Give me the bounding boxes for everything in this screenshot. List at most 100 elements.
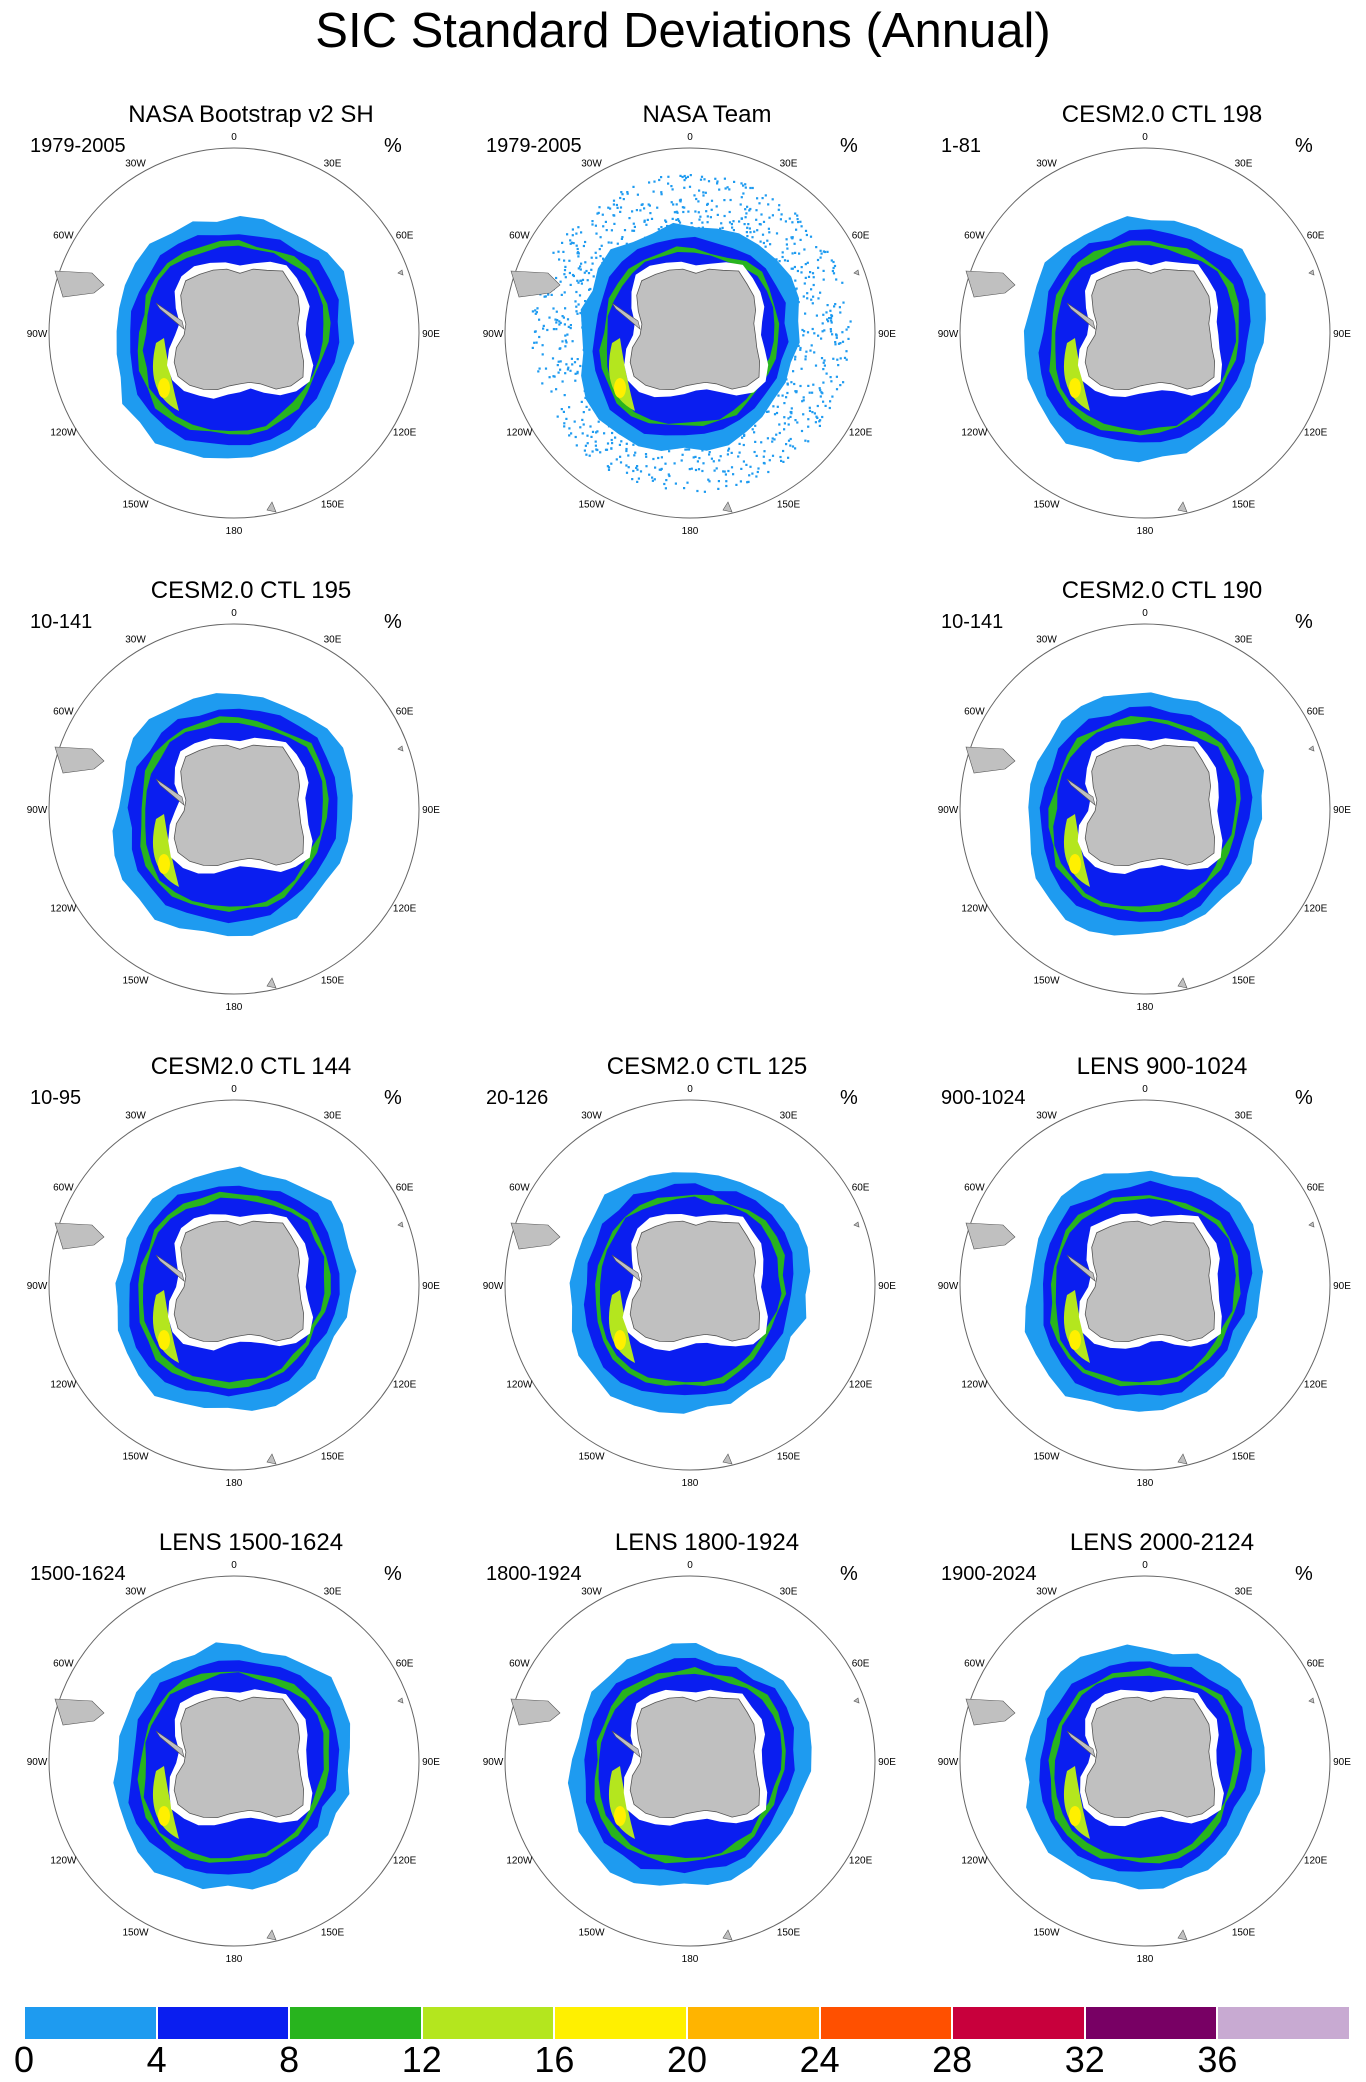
panel-title: LENS 1500-1624 — [158, 1529, 344, 1556]
longitude-label: 150E — [1232, 1452, 1256, 1463]
longitude-label: 30W — [125, 158, 146, 169]
longitude-labels: 0 30E 60E 90E 120E 150E 180 150W 120W 90W 60W 30W — [938, 1084, 1352, 1489]
panel-unit-label: % — [1295, 611, 1313, 633]
panel-unit-label: % — [384, 135, 402, 157]
new-zealand-tip — [1177, 977, 1188, 989]
antarctic-peninsula — [1066, 778, 1096, 806]
longitude-label: 90E — [1333, 805, 1351, 816]
longitude-label: 120W — [961, 904, 988, 915]
island — [853, 1697, 860, 1704]
longitude-label: 180 — [682, 526, 699, 537]
longitude-label: 120E — [849, 1380, 873, 1391]
longitude-label: 60E — [396, 1183, 414, 1194]
panel-unit-label: % — [840, 1087, 858, 1109]
antarctic-peninsula — [611, 1254, 641, 1282]
longitude-label: 120W — [961, 1856, 988, 1867]
longitude-label: 90W — [27, 1757, 48, 1768]
south-america-tip — [54, 1222, 105, 1250]
south-america-tip — [965, 1698, 1016, 1726]
longitude-label: 60E — [1307, 707, 1325, 718]
panel-period: 10-141 — [30, 611, 93, 633]
panel-title: LENS 1800-1924 — [614, 1529, 800, 1556]
longitude-label: 150W — [122, 1928, 149, 1939]
antarctic-peninsula — [155, 778, 185, 806]
longitude-label: 30W — [125, 634, 146, 645]
longitude-label: 60E — [1307, 1183, 1325, 1194]
antarctic-peninsula — [155, 1254, 185, 1282]
colorbar-swatch — [156, 2006, 290, 2040]
longitude-label: 120E — [393, 1380, 417, 1391]
map-panel-p8: LENS 900-1024 900-1024% 0 30E 60E 90E 120E 150E… — [935, 1052, 1366, 1528]
colorbar — [24, 2006, 1350, 2042]
colorbar-swatch — [421, 2006, 555, 2040]
longitude-label: 180 — [226, 1002, 243, 1013]
panel-period: 1-81 — [941, 135, 982, 157]
island — [853, 269, 860, 276]
longitude-label: 60E — [852, 1183, 870, 1194]
longitude-label: 30W — [1036, 634, 1057, 645]
colorbar-tick-label: 32 — [1064, 2039, 1105, 2080]
longitude-label: 150W — [122, 976, 149, 987]
longitude-label: 180 — [682, 1954, 699, 1965]
map-panel-p1: NASA Bootstrap v2 SH 1979-2005% 0 30E 60E 90E… — [24, 100, 478, 576]
longitude-label: 30E — [324, 158, 342, 169]
antarctica-land — [173, 744, 305, 867]
panel-unit-label: % — [1295, 1563, 1313, 1585]
polar-map: 0 30E 60E 90E 120E 150E 180 150W 120W 90W 60W 30W — [27, 1084, 441, 1489]
longitude-label: 180 — [1137, 1002, 1154, 1013]
longitude-label: 0 — [231, 608, 237, 619]
map-panel-p9: LENS 1500-1624 1500-1624% 0 30E 60E 90E 120E 15… — [24, 1528, 478, 2004]
longitude-label: 120W — [961, 1380, 988, 1391]
longitude-label: 120E — [1304, 1380, 1328, 1391]
new-zealand-tip — [722, 501, 733, 513]
longitude-label: 0 — [1142, 1560, 1148, 1571]
longitude-label: 60W — [53, 707, 74, 718]
longitude-label: 0 — [231, 1560, 237, 1571]
longitude-label: 120E — [849, 1856, 873, 1867]
longitude-label: 90E — [1333, 329, 1351, 340]
colorbar-tick-label: 0 — [13, 2039, 35, 2080]
new-zealand-tip — [722, 1453, 733, 1465]
colorbar-tick-label: 36 — [1197, 2039, 1238, 2080]
new-zealand-tip — [722, 1929, 733, 1941]
panel-unit-label: % — [384, 1087, 402, 1109]
longitude-label: 0 — [1142, 132, 1148, 143]
longitude-label: 150E — [777, 1928, 801, 1939]
longitude-label: 150E — [321, 1928, 345, 1939]
panel-title: NASA Team — [642, 101, 772, 128]
longitude-label: 120W — [50, 1856, 77, 1867]
longitude-label: 180 — [1137, 1478, 1154, 1489]
longitude-label: 150E — [321, 976, 345, 987]
longitude-label: 0 — [687, 1084, 693, 1095]
panel-title: CESM2.0 CTL 190 — [1061, 577, 1263, 604]
longitude-label: 120W — [506, 428, 533, 439]
longitude-label: 60W — [964, 1659, 985, 1670]
island — [397, 1221, 404, 1228]
longitude-label: 90W — [483, 1757, 504, 1768]
longitude-label: 30W — [1036, 1586, 1057, 1597]
new-zealand-tip — [266, 1929, 277, 1941]
longitude-label: 30W — [1036, 158, 1057, 169]
longitude-label: 60W — [509, 1183, 530, 1194]
panel-unit-label: % — [840, 135, 858, 157]
panel-period: 1500-1624 — [30, 1563, 126, 1585]
longitude-label: 30W — [581, 1110, 602, 1121]
sic-band-16-20 — [1069, 1806, 1081, 1826]
longitude-label: 150W — [578, 1452, 605, 1463]
sic-band-16-20 — [614, 378, 626, 398]
panel-period: 1979-2005 — [30, 135, 126, 157]
longitude-labels: 0 30E 60E 90E 120E 150E 180 150W 120W 90W 60W 30W — [938, 608, 1352, 1013]
longitude-label: 90W — [938, 1757, 959, 1768]
longitude-label: 60E — [396, 231, 414, 242]
longitude-label: 150W — [1033, 500, 1060, 511]
longitude-label: 0 — [687, 1560, 693, 1571]
longitude-label: 90W — [27, 1281, 48, 1292]
longitude-label: 90W — [483, 329, 504, 340]
colorbar-swatch — [24, 2006, 157, 2040]
longitude-label: 90E — [422, 805, 440, 816]
panel-unit-label: % — [840, 1563, 858, 1585]
longitude-label: 30E — [324, 1110, 342, 1121]
antarctic-peninsula — [611, 1730, 641, 1758]
longitude-label: 0 — [687, 132, 693, 143]
antarctica-land — [629, 268, 761, 391]
